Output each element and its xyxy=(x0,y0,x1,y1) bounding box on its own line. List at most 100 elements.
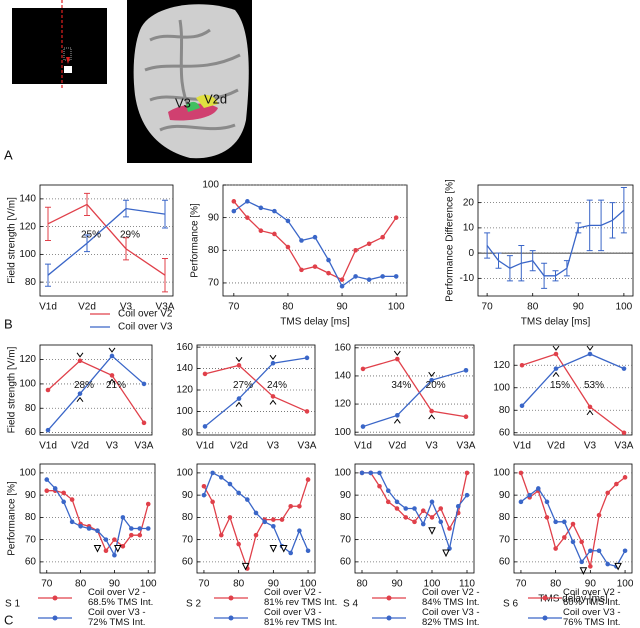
y-tick-label: 70 xyxy=(340,534,352,545)
error-bar xyxy=(586,199,593,252)
brain-surface xyxy=(133,4,249,159)
arrowhead xyxy=(393,350,401,356)
x-tick-label: 80 xyxy=(75,579,87,590)
legend-swatch-dot xyxy=(386,595,392,601)
data-point xyxy=(621,430,627,436)
error-bar xyxy=(598,199,605,252)
annotation: 15% xyxy=(550,380,570,391)
y-axis-label: Field strength [V/m] xyxy=(7,197,18,284)
minimum-marker xyxy=(269,545,278,553)
arrowhead xyxy=(235,357,243,363)
y-tick-label: 60 xyxy=(182,557,194,568)
data-point xyxy=(438,506,444,511)
data-point xyxy=(429,408,434,414)
data-point xyxy=(464,470,470,476)
data-point xyxy=(297,503,302,509)
y-axis-label: Performance [%] xyxy=(190,203,201,278)
data-point xyxy=(420,521,426,527)
data-point xyxy=(120,515,126,520)
data-point xyxy=(145,501,151,507)
x-tick-label: V3 xyxy=(584,441,597,452)
data-point xyxy=(112,537,117,542)
data-point xyxy=(258,205,264,211)
data-point xyxy=(137,532,143,538)
data-point xyxy=(270,394,276,399)
minimum-marker xyxy=(93,545,102,553)
data-point xyxy=(326,270,331,276)
y-tick-label: 100 xyxy=(176,406,193,417)
y-tick-label: 100 xyxy=(334,468,351,479)
legend-label: Coil over V2 - 81% rev TMS Int. xyxy=(264,588,338,608)
data-point xyxy=(429,499,435,505)
annotation: 25% xyxy=(81,230,101,241)
image-label: V3 xyxy=(175,95,191,110)
error-bar xyxy=(609,202,616,239)
x-tick-label: 90 xyxy=(585,579,597,590)
legend-label: Coil over V3 - 81% rev TMS Int. xyxy=(264,608,338,628)
y-tick-label: 70 xyxy=(182,534,194,545)
error-bar xyxy=(123,237,129,261)
data-point xyxy=(393,215,399,220)
data-point xyxy=(202,424,208,429)
data-point xyxy=(412,506,417,511)
data-point xyxy=(61,499,66,505)
data-point xyxy=(353,247,358,253)
legend-entry: Coil over V3 - 76% TMS Int. xyxy=(563,608,621,628)
data-point xyxy=(253,510,259,516)
error-bar xyxy=(162,258,168,293)
data-point xyxy=(231,199,237,204)
data-point xyxy=(377,483,382,489)
data-point xyxy=(605,490,611,496)
data-point xyxy=(519,362,525,368)
arrowhead xyxy=(552,371,560,377)
data-point xyxy=(271,523,276,529)
data-point xyxy=(109,373,115,378)
data-point xyxy=(587,404,593,410)
x-tick-label: V2d xyxy=(78,302,96,313)
y-tick-label: 100 xyxy=(334,427,351,438)
y-tick-label: 60 xyxy=(340,557,352,568)
x-tick-label: 90 xyxy=(268,579,280,590)
arrowhead xyxy=(76,352,84,358)
arrowhead xyxy=(235,401,243,407)
x-tick-label: 100 xyxy=(300,579,317,590)
series-line xyxy=(520,487,626,568)
error-bar xyxy=(45,206,51,241)
data-point xyxy=(429,377,434,383)
minimum-marker xyxy=(113,545,122,553)
subject-label: S 4 xyxy=(343,599,358,610)
coil-arrow xyxy=(66,57,70,64)
y-tick-label: 60 xyxy=(25,557,37,568)
data-point xyxy=(210,499,215,505)
error-bar xyxy=(84,234,90,253)
legend-entry: Coil over V2 - 68.5% TMS Int. xyxy=(88,588,153,608)
data-point xyxy=(360,424,366,429)
data-point xyxy=(299,267,304,273)
x-tick-label: 90 xyxy=(336,302,348,313)
y-tick-label: 90 xyxy=(340,490,352,501)
data-point xyxy=(366,277,372,282)
y-tick-label: 90 xyxy=(182,490,194,501)
y-axis-label: Field strength [V/m] xyxy=(7,346,18,433)
legend-label: Coil over V2 xyxy=(118,309,173,320)
data-point xyxy=(366,241,372,247)
y-tick-label: 100 xyxy=(19,468,36,479)
plot-frame xyxy=(354,344,475,436)
legend-label: Coil over V3 - 72% TMS Int. xyxy=(88,608,146,628)
data-point xyxy=(553,546,558,551)
legend-entry: Coil over V3 - 72% TMS Int. xyxy=(88,608,146,628)
data-point xyxy=(588,564,593,569)
y-tick-label: 70 xyxy=(499,534,511,545)
visual-area-patch xyxy=(186,101,200,112)
data-point xyxy=(326,257,331,263)
y-tick-label: 120 xyxy=(19,221,36,232)
subject-label: S 2 xyxy=(186,599,201,610)
data-point xyxy=(412,519,417,525)
data-point xyxy=(579,559,584,565)
x-tick-label: 90 xyxy=(573,302,585,313)
x-tick-label: 80 xyxy=(282,302,294,313)
plot-frame xyxy=(477,184,634,297)
series-line xyxy=(203,479,309,571)
y-tick-label: 10 xyxy=(463,223,475,234)
